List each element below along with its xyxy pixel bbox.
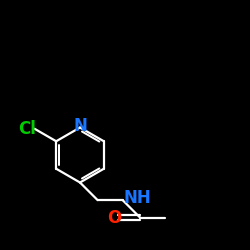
- Text: O: O: [107, 209, 121, 227]
- Text: N: N: [73, 117, 87, 135]
- Text: Cl: Cl: [18, 120, 36, 138]
- Text: NH: NH: [124, 189, 152, 207]
